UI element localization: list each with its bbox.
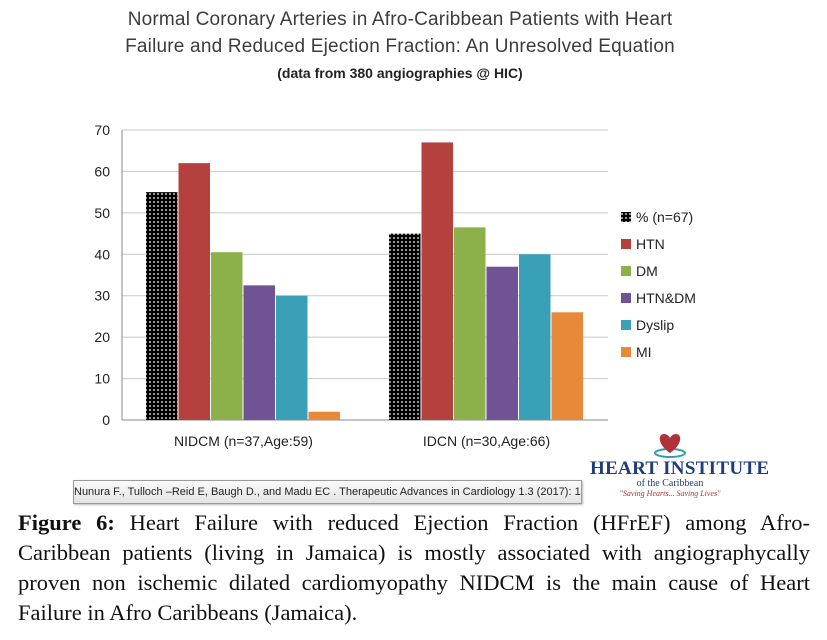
legend-swatch: [621, 293, 631, 303]
bar-htn-dm-1: [243, 285, 275, 420]
y-tick-label: 30: [94, 288, 110, 304]
figure-caption: Figure 6: Heart Failure with reduced Eje…: [18, 508, 810, 628]
y-tick-label: 40: [94, 246, 110, 262]
chart-title-line-1: Normal Coronary Arteries in Afro-Caribbe…: [127, 9, 673, 30]
heart-logo-icon: [654, 434, 686, 458]
x-category-label: NIDCM (n=37,Age:59): [174, 433, 313, 449]
legend-swatch: [621, 347, 631, 357]
chart-title-line-2: Failure and Reduced Ejection Fraction: A…: [125, 36, 675, 57]
legend-label: MI: [636, 344, 652, 360]
y-tick-label: 10: [94, 371, 110, 387]
chart-title-block: Normal Coronary Arteries in Afro-Caribbe…: [0, 6, 800, 84]
bar-dm-2: [454, 227, 486, 420]
y-tick-label: 20: [94, 329, 110, 345]
x-category-label: IDCN (n=30,Age:66): [423, 433, 550, 449]
legend-label: HTN&DM: [636, 290, 696, 306]
bar-dyslip-1: [276, 295, 308, 420]
bar--n-67--1: [146, 192, 178, 420]
legend-label: DM: [636, 263, 658, 279]
citation-box: Nunura F., Tulloch –Reid E, Baugh D., an…: [73, 480, 582, 504]
logo-tagline: "Saving Hearts... Saving Lives": [619, 489, 721, 498]
bar-mi-2: [551, 312, 583, 420]
legend-label: % (n=67): [636, 209, 693, 225]
chart-subtitle: (data from 380 angiographies @ HIC): [277, 65, 523, 81]
bar-chart: 0 10 20 30 40 50 60 70 NIDCM (n=37,Age:59) IDCN (…: [94, 122, 696, 449]
y-tick-label: 60: [94, 163, 110, 179]
heart-institute-logo: HEART INSTITUTE of the Caribbean "Saving…: [590, 432, 770, 502]
y-tick-label: 0: [102, 412, 110, 428]
logo-name: HEART INSTITUTE: [590, 458, 770, 479]
bar--n-67--2: [389, 233, 421, 420]
bar-dyslip-2: [519, 254, 551, 420]
bar-htn-1: [178, 163, 210, 420]
caption-label: Figure 6:: [18, 510, 115, 535]
bar-htn-2: [421, 142, 453, 420]
bar-dm-1: [211, 252, 243, 420]
legend-swatch: [621, 239, 631, 249]
caption-text: Heart Failure with reduced Ejection Frac…: [18, 510, 810, 625]
legend-label: HTN: [636, 236, 665, 252]
y-tick-label: 70: [94, 122, 110, 138]
legend-swatch: [621, 266, 631, 276]
logo-subtitle: of the Caribbean: [636, 478, 704, 489]
legend-swatch: [621, 320, 631, 330]
legend-swatch: [621, 212, 631, 222]
bar-mi-1: [308, 411, 340, 420]
legend-label: Dyslip: [636, 317, 674, 333]
y-tick-label: 50: [94, 205, 110, 221]
bar-htn-dm-2: [486, 266, 518, 420]
